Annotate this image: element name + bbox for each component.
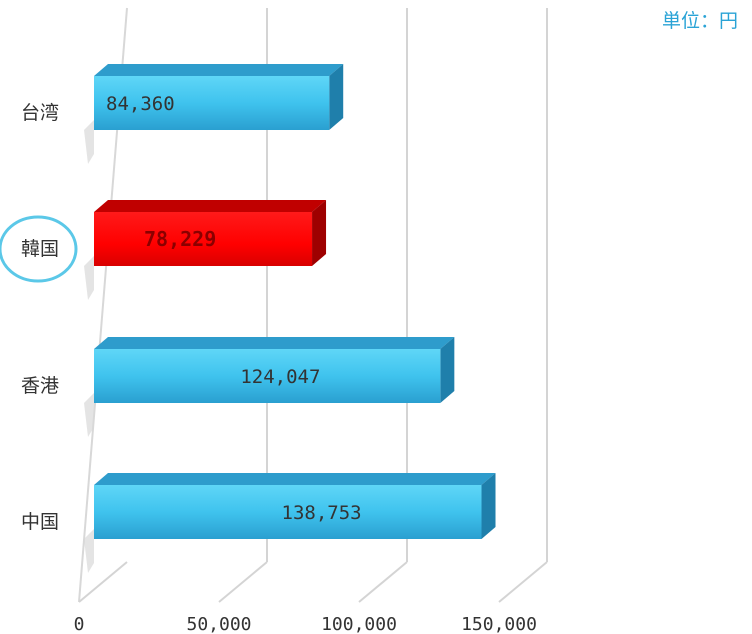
x-tick-label: 100,000 bbox=[321, 614, 397, 634]
bar bbox=[84, 337, 455, 437]
bar bbox=[84, 64, 344, 164]
bar bbox=[84, 200, 327, 300]
bar-top bbox=[94, 473, 496, 485]
category-label: 台湾 bbox=[21, 102, 59, 124]
bar-top bbox=[94, 200, 327, 212]
bar-front bbox=[94, 485, 482, 539]
bar-end bbox=[312, 200, 327, 266]
unit-label: 単位：円 bbox=[661, 10, 738, 32]
floor-gridline bbox=[218, 561, 268, 603]
bar bbox=[84, 473, 496, 573]
floor-gridline bbox=[358, 561, 408, 603]
bar-shadow bbox=[84, 529, 94, 573]
bar-shadow bbox=[84, 256, 94, 300]
floor-gridline bbox=[498, 561, 548, 603]
bar-value-label: 124,047 bbox=[240, 366, 320, 388]
bar-end bbox=[329, 64, 344, 130]
bar-end bbox=[481, 473, 496, 539]
bar-value-label: 138,753 bbox=[282, 502, 362, 524]
bar-value-label: 84,360 bbox=[106, 93, 175, 115]
bar-shadow bbox=[84, 393, 94, 437]
bar-top bbox=[94, 337, 455, 349]
x-tick-label: 150,000 bbox=[461, 614, 537, 634]
bar-front bbox=[94, 212, 313, 266]
bar-front bbox=[94, 76, 330, 130]
x-tick-label: 50,000 bbox=[186, 614, 251, 634]
highlight-circle bbox=[0, 215, 78, 283]
bar-shadow bbox=[84, 120, 94, 164]
floor-gridline bbox=[78, 561, 128, 603]
category-label: 韓国 bbox=[21, 238, 59, 260]
category-label: 香港 bbox=[21, 375, 59, 397]
bar-top bbox=[94, 64, 344, 76]
bar-front bbox=[94, 349, 441, 403]
category-label: 中国 bbox=[21, 511, 59, 533]
bar-value-label: 78,229 bbox=[144, 227, 216, 251]
x-tick-label: 0 bbox=[74, 614, 85, 634]
bar-end bbox=[440, 337, 455, 403]
